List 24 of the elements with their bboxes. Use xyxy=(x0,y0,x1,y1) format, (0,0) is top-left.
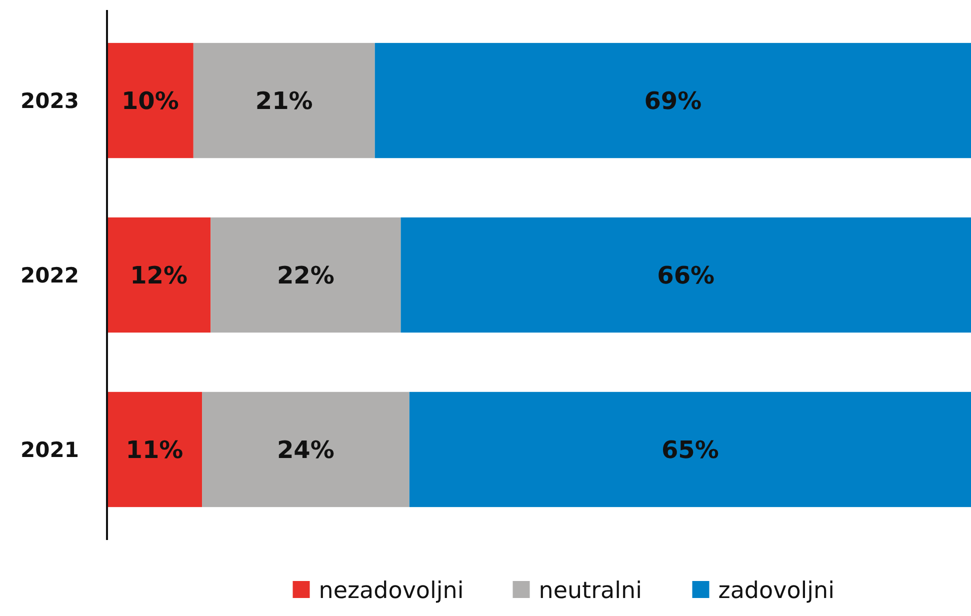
legend-label: zadovoljni xyxy=(718,578,835,604)
bar xyxy=(210,217,401,333)
bar xyxy=(409,392,971,508)
legend-label: neutralni xyxy=(538,578,642,604)
data-label: 69% xyxy=(644,86,702,115)
data-label: 22% xyxy=(276,261,334,290)
y-tick-label: 2022 xyxy=(20,263,79,288)
data-label: 21% xyxy=(255,86,313,115)
y-tick-label: 2021 xyxy=(20,438,79,462)
bar xyxy=(400,217,971,333)
bar xyxy=(374,42,971,158)
legend-label: nezadovoljni xyxy=(318,578,464,604)
bar xyxy=(107,217,211,333)
data-label: 24% xyxy=(276,436,334,464)
bar xyxy=(107,392,202,508)
y-tick-label: 2023 xyxy=(20,88,79,113)
bar xyxy=(202,392,410,508)
bar xyxy=(107,42,194,158)
bar xyxy=(193,42,375,158)
data-label: 65% xyxy=(661,436,719,464)
data-label: 10% xyxy=(121,86,179,115)
data-label: 12% xyxy=(130,261,188,290)
data-label: 66% xyxy=(657,261,715,290)
data-label: 11% xyxy=(126,436,184,464)
